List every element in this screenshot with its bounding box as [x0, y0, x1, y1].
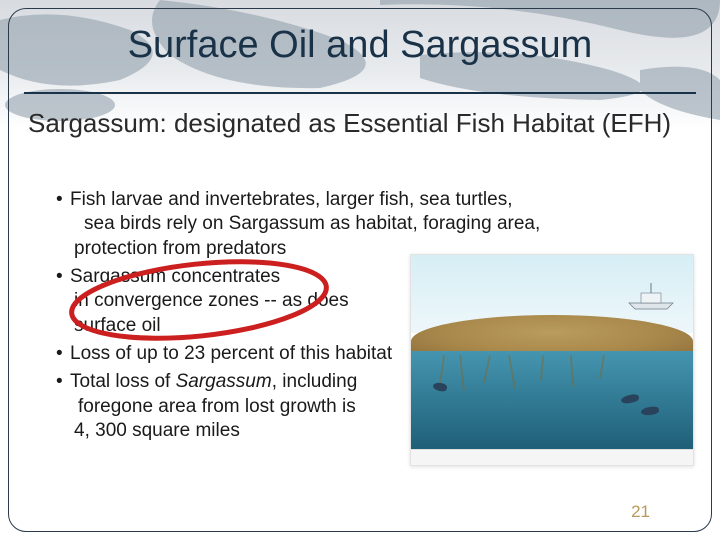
bullet-text-italic: Sargassum — [176, 371, 272, 392]
page-number: 21 — [631, 502, 650, 522]
bullet-item: Sargassum concentrates in convergence zo… — [56, 265, 690, 338]
bullet-item: Fish larvae and invertebrates, larger fi… — [56, 188, 690, 261]
slide-title: Surface Oil and Sargassum — [0, 24, 720, 67]
slide-subtitle: Sargassum: designated as Essential Fish … — [28, 108, 692, 139]
bullet-text: foregone area from lost growth is — [70, 395, 690, 419]
bullet-item: Total loss of Sargassum, including foreg… — [56, 370, 690, 443]
bullet-item: Loss of up to 23 percent of this habitat — [56, 342, 690, 366]
slide: Surface Oil and Sargassum Sargassum: des… — [0, 0, 720, 540]
bullet-list: Fish larvae and invertebrates, larger fi… — [56, 188, 690, 447]
bullet-text: , including — [272, 371, 358, 392]
title-underline — [24, 92, 696, 94]
diagram-footer-strip — [411, 449, 693, 465]
bullet-text: in convergence zones -- as does — [70, 289, 690, 313]
bullet-text: surface oil — [70, 314, 690, 338]
bullet-text: Sargassum concentrates — [70, 266, 280, 287]
bullet-text: Fish larvae and invertebrates, larger fi… — [70, 189, 512, 210]
bullet-text: 4, 300 square miles — [70, 419, 690, 443]
bullet-text: protection from predators — [70, 237, 690, 261]
bullet-text: Loss of up to 23 percent of this habitat — [70, 343, 392, 364]
bullet-text: Total loss of — [70, 371, 176, 392]
bullet-text: sea birds rely on Sargassum as habitat, … — [70, 212, 690, 236]
